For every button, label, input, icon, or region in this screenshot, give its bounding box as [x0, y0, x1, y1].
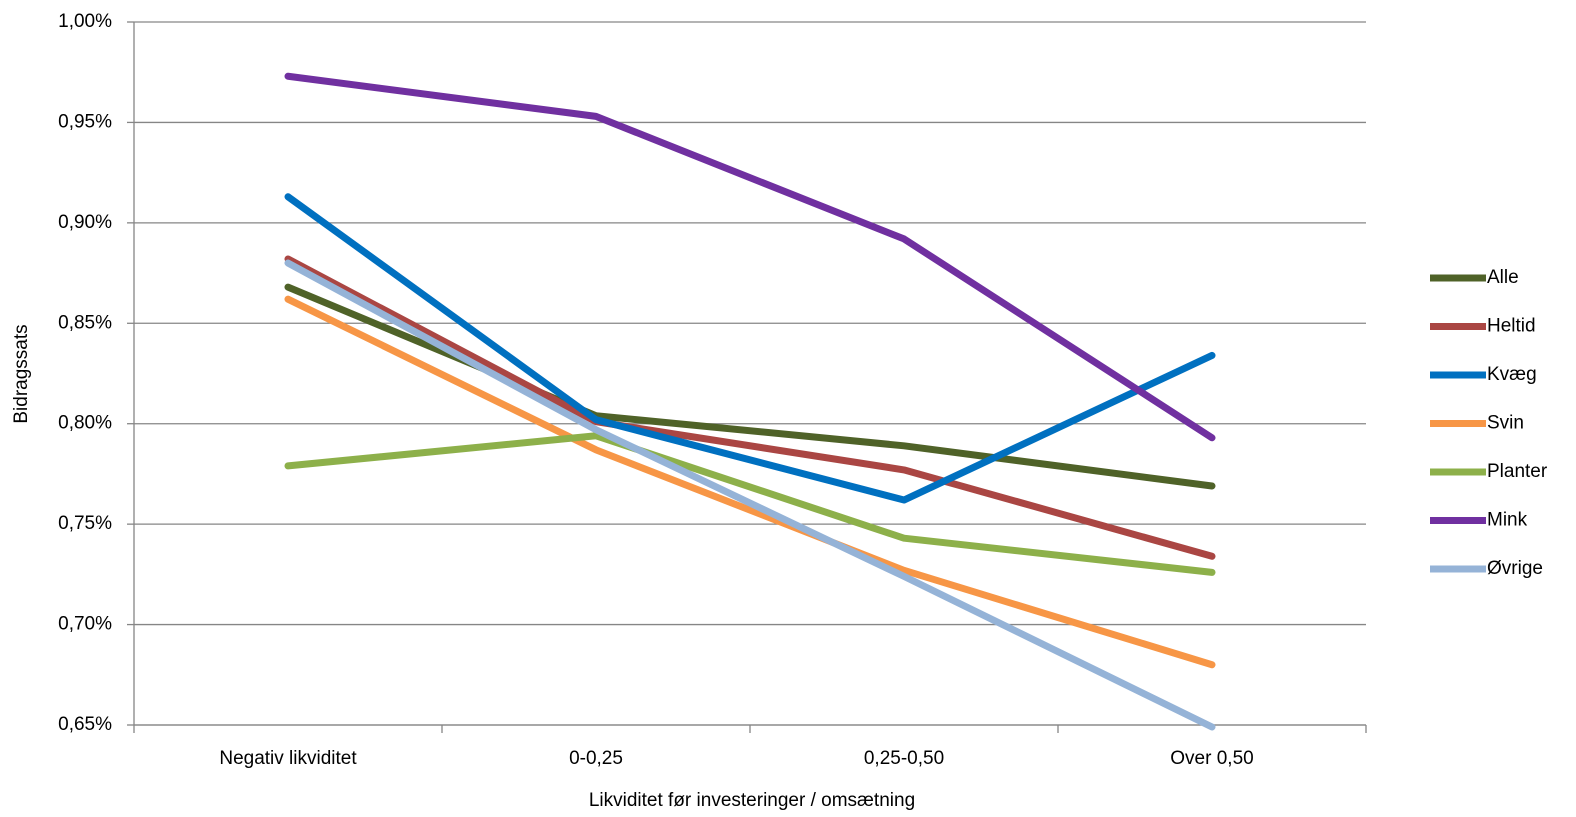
legend-label: Alle	[1487, 267, 1519, 288]
x-tick-label: Over 0,50	[1170, 748, 1253, 769]
y-tick-label: 0,70%	[58, 614, 112, 635]
series-line	[284, 259, 1216, 731]
y-axis-title: Bidragssats	[11, 324, 32, 423]
series-line	[284, 193, 1216, 504]
series-line	[284, 295, 1216, 669]
series-line	[284, 255, 1216, 560]
x-tick-label: Negativ likviditet	[219, 748, 357, 769]
x-tick-label: 0-0,25	[569, 748, 623, 769]
y-tick-label: 0,95%	[58, 111, 112, 132]
y-tick-label: 0,80%	[58, 413, 112, 434]
legend-label: Planter	[1487, 461, 1548, 482]
x-tick-label: 0,25-0,50	[864, 748, 944, 769]
y-tick-label: 1,00%	[58, 11, 112, 32]
legend-label: Heltid	[1487, 316, 1536, 337]
y-tick-label: 0,65%	[58, 714, 112, 735]
legend-label: Øvrige	[1487, 558, 1543, 579]
y-tick-label: 0,75%	[58, 513, 112, 534]
series-line	[284, 283, 1216, 490]
x-axis-title: Likviditet før investeringer / omsætning	[589, 790, 915, 811]
legend-label: Mink	[1487, 510, 1528, 531]
series-line	[284, 72, 1216, 442]
y-tick-label: 0,90%	[58, 212, 112, 233]
series-line	[284, 432, 1216, 576]
y-tick-label: 0,85%	[58, 312, 112, 333]
legend-label: Svin	[1487, 413, 1524, 434]
legend-label: Kvæg	[1487, 364, 1537, 385]
